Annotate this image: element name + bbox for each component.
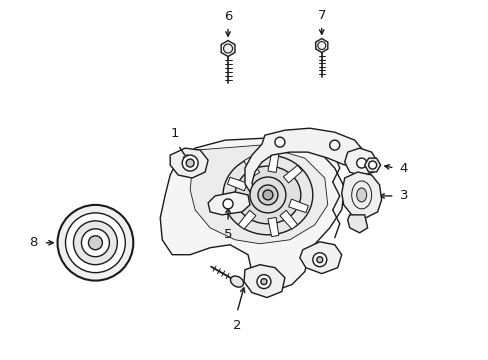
Text: 1: 1: [171, 127, 179, 140]
Circle shape: [312, 253, 326, 267]
Polygon shape: [190, 145, 327, 244]
Polygon shape: [208, 192, 249, 215]
Polygon shape: [267, 217, 278, 237]
Circle shape: [81, 229, 109, 257]
Text: 3: 3: [399, 189, 407, 202]
Circle shape: [274, 137, 285, 147]
Text: 6: 6: [224, 10, 232, 23]
Polygon shape: [267, 153, 278, 172]
Circle shape: [249, 177, 285, 213]
Circle shape: [316, 257, 322, 263]
Text: 2: 2: [232, 319, 241, 332]
Polygon shape: [227, 199, 247, 213]
Polygon shape: [244, 157, 259, 177]
Circle shape: [182, 155, 198, 171]
Circle shape: [356, 158, 366, 168]
Text: 7: 7: [317, 9, 325, 22]
Ellipse shape: [356, 188, 366, 202]
Ellipse shape: [235, 166, 300, 224]
Polygon shape: [227, 177, 247, 191]
Polygon shape: [315, 39, 327, 53]
Text: 8: 8: [29, 236, 38, 249]
Polygon shape: [244, 265, 285, 298]
Circle shape: [186, 159, 194, 167]
Text: 5: 5: [224, 228, 232, 241]
Circle shape: [65, 213, 125, 273]
Polygon shape: [279, 210, 297, 229]
Circle shape: [73, 221, 117, 265]
Circle shape: [58, 205, 133, 280]
Polygon shape: [344, 148, 377, 176]
Polygon shape: [283, 165, 302, 183]
Circle shape: [88, 236, 102, 250]
Polygon shape: [244, 128, 364, 200]
Polygon shape: [299, 242, 341, 274]
Ellipse shape: [230, 276, 243, 287]
Text: 4: 4: [399, 162, 407, 175]
Circle shape: [258, 185, 277, 205]
Circle shape: [256, 275, 270, 289]
Polygon shape: [160, 138, 344, 289]
Polygon shape: [341, 172, 381, 218]
Circle shape: [261, 279, 266, 285]
Polygon shape: [170, 148, 208, 178]
Circle shape: [263, 190, 272, 200]
Circle shape: [368, 161, 376, 169]
Ellipse shape: [223, 155, 312, 235]
Polygon shape: [364, 158, 380, 172]
Polygon shape: [288, 199, 308, 213]
Circle shape: [223, 199, 233, 209]
Circle shape: [329, 140, 339, 150]
Polygon shape: [221, 41, 234, 57]
Polygon shape: [238, 210, 255, 229]
Polygon shape: [347, 215, 367, 233]
